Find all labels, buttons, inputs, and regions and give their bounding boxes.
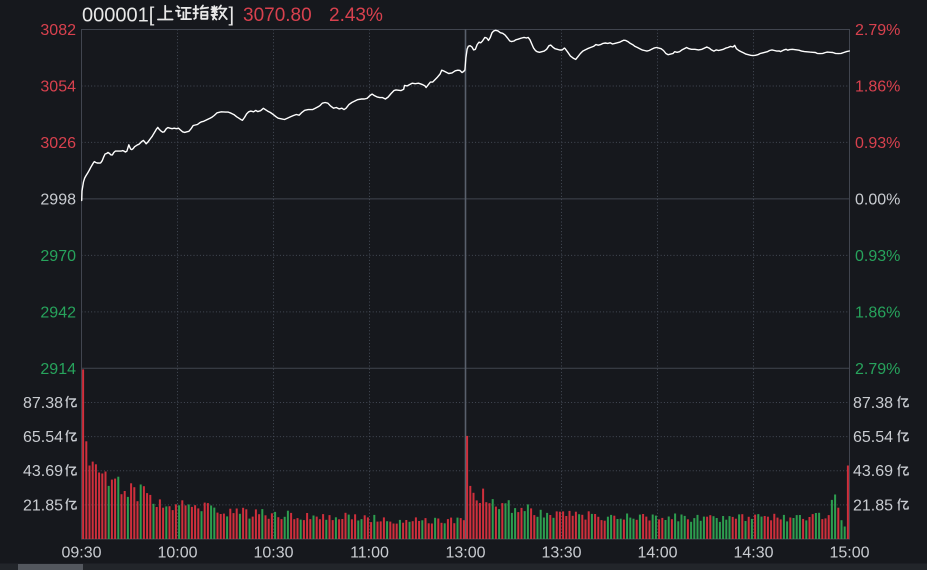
svg-text:000001[: 000001[ xyxy=(82,5,155,27)
svg-text:2914: 2914 xyxy=(40,361,76,378)
svg-text:1.86%: 1.86% xyxy=(855,78,900,95)
svg-text:43.69: 43.69 xyxy=(23,463,63,480)
svg-text:13:00: 13:00 xyxy=(445,545,485,562)
svg-text:14:30: 14:30 xyxy=(733,545,773,562)
svg-text:43.69: 43.69 xyxy=(853,463,893,480)
svg-text:0.93%: 0.93% xyxy=(855,135,900,152)
svg-text:2942: 2942 xyxy=(40,304,76,321)
svg-text:2.43%: 2.43% xyxy=(329,5,383,26)
svg-text:10:30: 10:30 xyxy=(253,545,293,562)
svg-text:0.00%: 0.00% xyxy=(855,191,900,208)
svg-text:3070.80: 3070.80 xyxy=(243,5,312,26)
svg-text:1.86%: 1.86% xyxy=(855,304,900,321)
svg-text:3054: 3054 xyxy=(40,78,76,95)
svg-text:14:00: 14:00 xyxy=(637,545,677,562)
svg-text:87.38: 87.38 xyxy=(853,395,893,412)
svg-text:2970: 2970 xyxy=(40,248,76,265)
svg-text:0.93%: 0.93% xyxy=(855,248,900,265)
svg-text:15:00: 15:00 xyxy=(829,545,869,562)
svg-text:2998: 2998 xyxy=(40,191,76,208)
svg-text:3026: 3026 xyxy=(40,135,76,152)
svg-text:11:00: 11:00 xyxy=(350,545,389,562)
svg-text:65.54: 65.54 xyxy=(23,429,63,446)
svg-text:21.85: 21.85 xyxy=(853,497,893,514)
svg-text:2.79%: 2.79% xyxy=(855,361,900,378)
svg-text:2.79%: 2.79% xyxy=(855,22,900,39)
svg-text:]: ] xyxy=(229,5,235,27)
svg-text:13:30: 13:30 xyxy=(541,545,581,562)
svg-text:21.85: 21.85 xyxy=(23,497,63,514)
svg-text:10:00: 10:00 xyxy=(157,545,197,562)
svg-text:65.54: 65.54 xyxy=(853,429,893,446)
svg-text:09:30: 09:30 xyxy=(61,545,101,562)
svg-text:87.38: 87.38 xyxy=(23,395,63,412)
svg-text:3082: 3082 xyxy=(40,22,76,39)
